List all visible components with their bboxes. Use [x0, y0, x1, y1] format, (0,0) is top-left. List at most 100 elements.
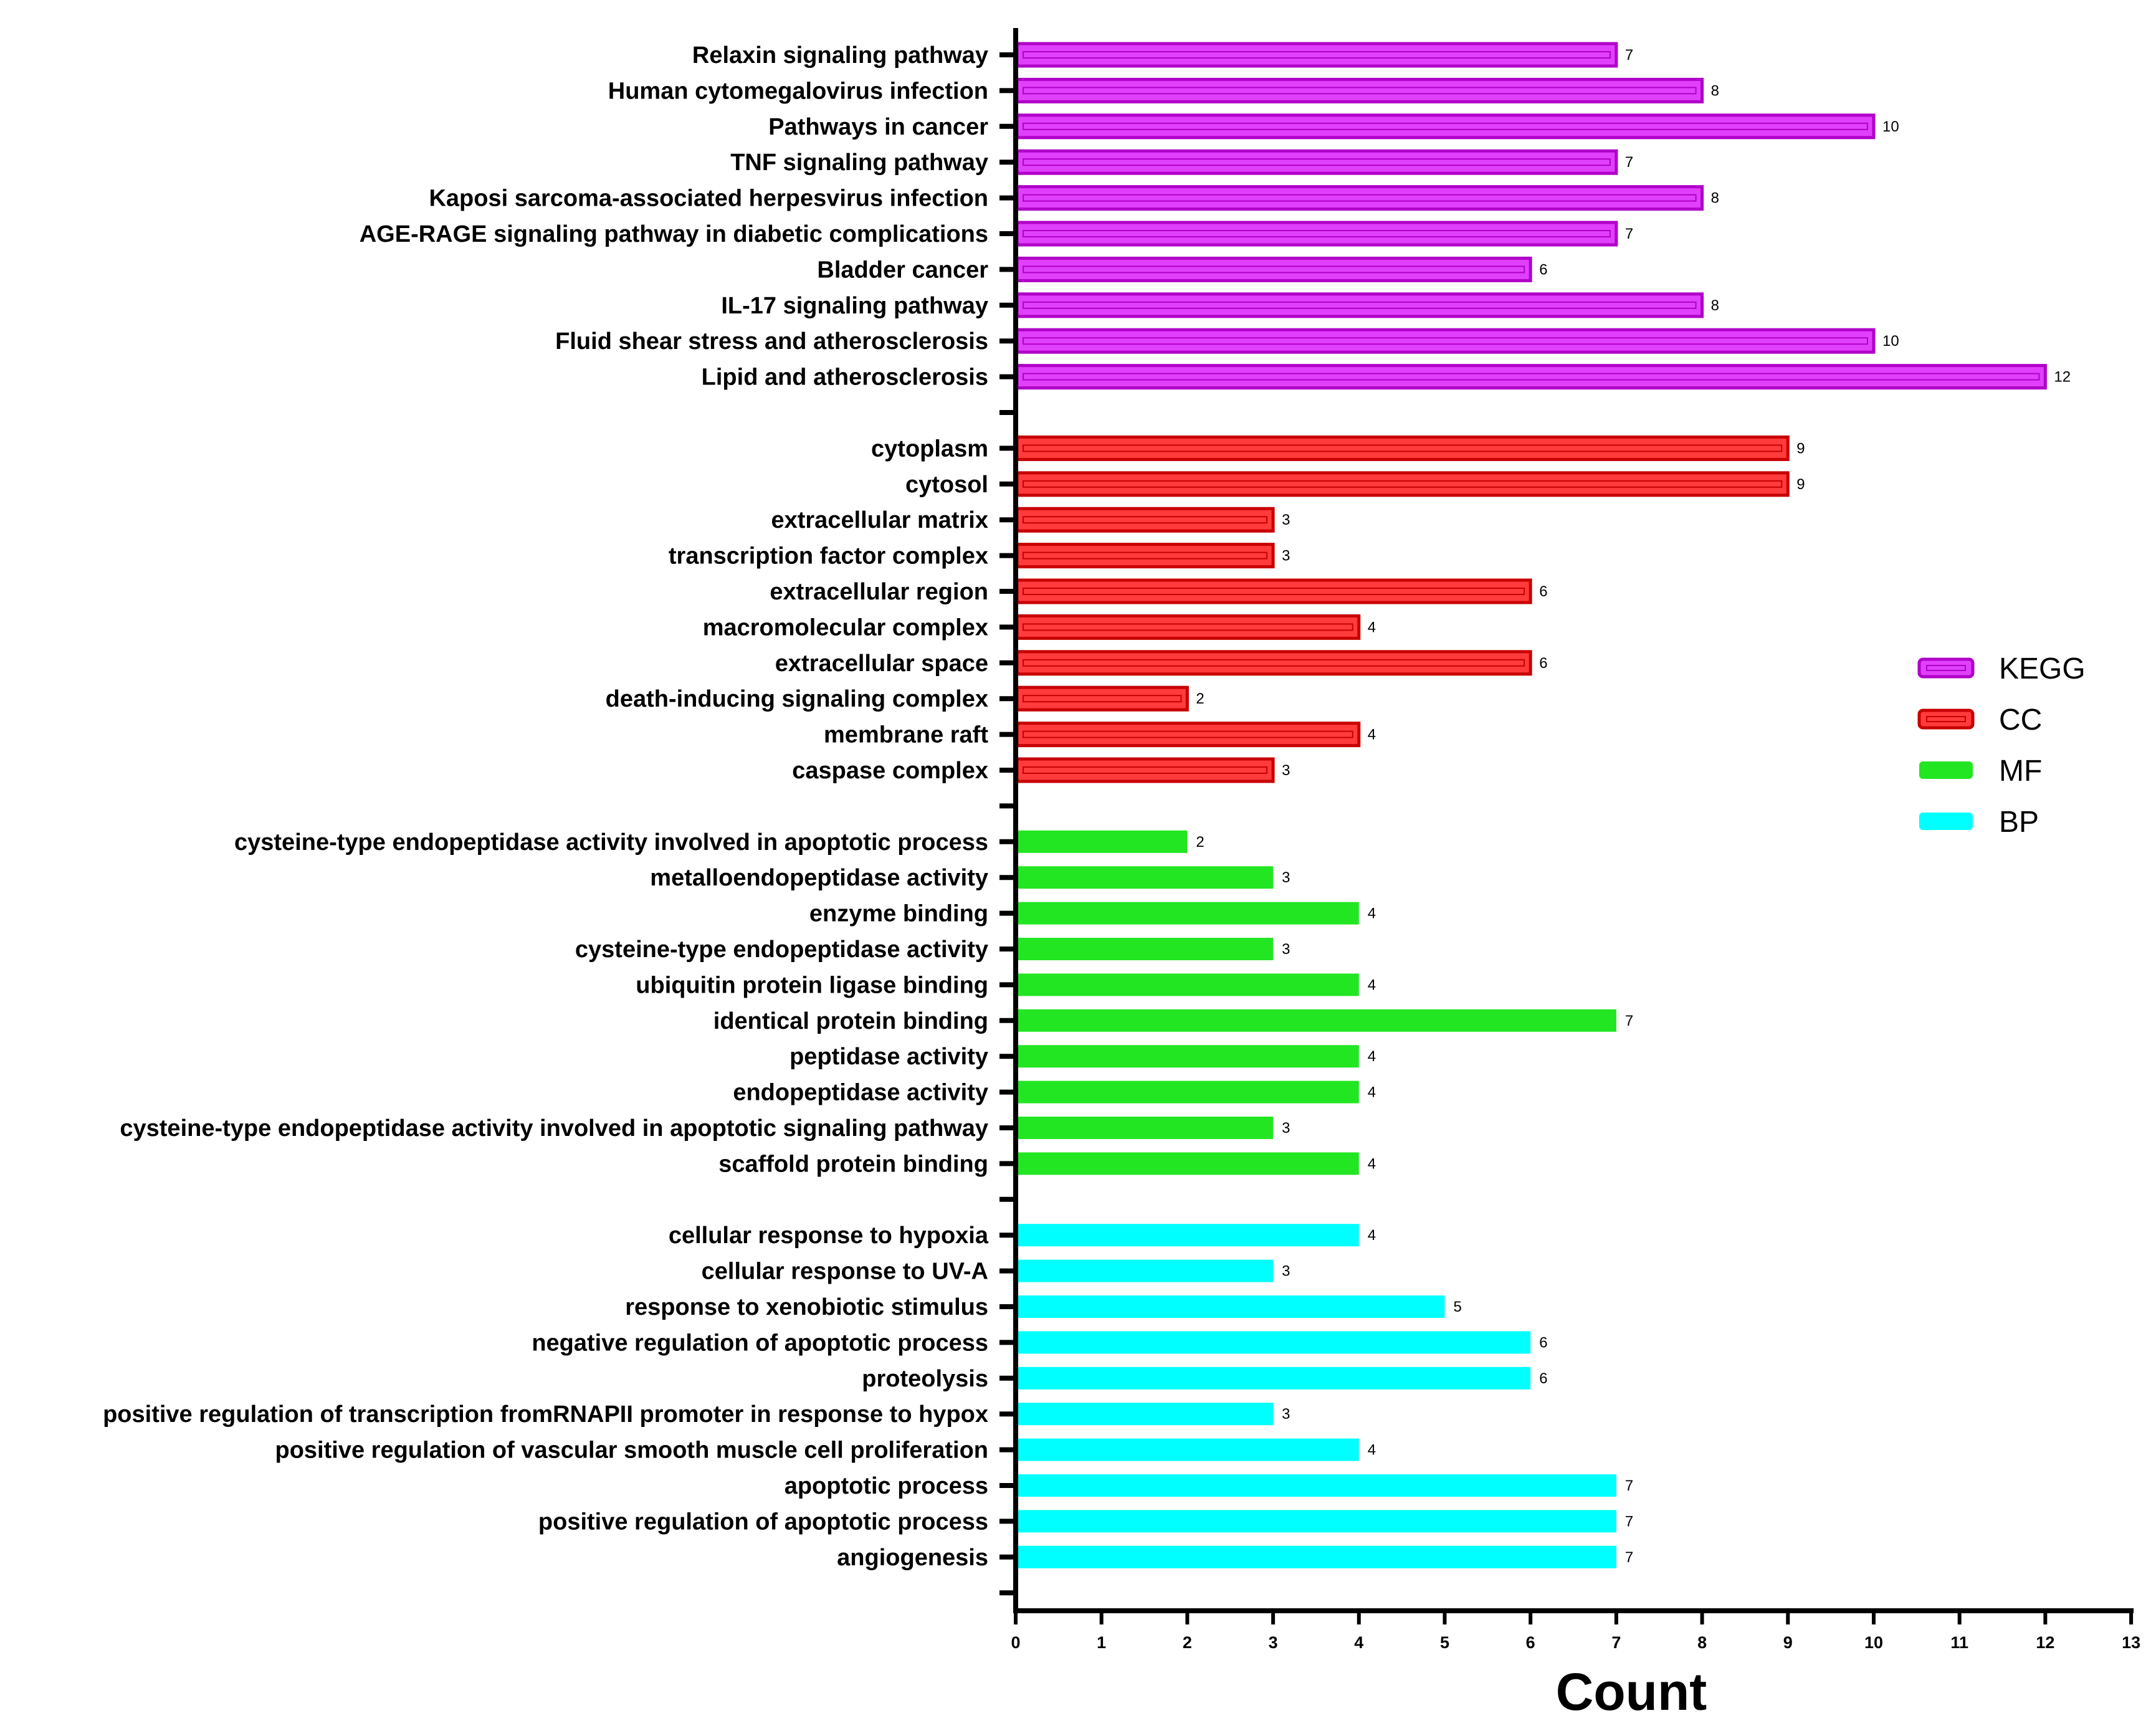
cc-bar [1015, 757, 1275, 783]
bar-value-label: 4 [1368, 727, 1376, 743]
category-label: response to xenobiotic stimulus [625, 1294, 988, 1320]
cc-bar [1015, 435, 1790, 461]
bar-value-label: 4 [1368, 1442, 1376, 1459]
x-tick-label: 9 [1783, 1633, 1793, 1652]
category-label: cysteine-type endopeptidase activity [575, 937, 988, 963]
kegg-bar-inner-stripe [1023, 265, 1525, 274]
x-tick-label: 13 [2122, 1633, 2140, 1652]
category-label: cellular response to hypoxia [669, 1223, 989, 1249]
cc-bar [1015, 722, 1361, 748]
category-label: metalloendopeptidase activity [650, 865, 988, 891]
category-label: cellular response to UV-A [702, 1259, 988, 1285]
x-tick-label: 3 [1269, 1633, 1278, 1652]
cc-bar [1015, 543, 1275, 569]
bar-value-label: 7 [1625, 1013, 1633, 1029]
kegg-bar-inner-stripe [1023, 87, 1697, 95]
category-label: Lipid and atherosclerosis [702, 365, 988, 391]
mf-bar [1017, 902, 1359, 925]
category-label: extracellular region [770, 579, 988, 605]
category-label: apoptotic process [785, 1473, 988, 1499]
bar-value-label: 6 [1539, 261, 1547, 278]
bar-value-label: 5 [1454, 1299, 1462, 1315]
category-label: cytoplasm [871, 436, 988, 462]
x-tick-label: 8 [1697, 1633, 1707, 1652]
cc-bar-inner-stripe [1023, 659, 1525, 667]
mf-legend-swatch [1919, 761, 1973, 779]
cc-bar-inner-stripe [1023, 730, 1353, 738]
bp-bar [1017, 1438, 1359, 1461]
kegg-bar [1015, 256, 1532, 282]
bp-bar [1017, 1259, 1274, 1282]
mf-bar [1017, 1045, 1359, 1068]
category-label: extracellular space [775, 651, 988, 677]
bar-value-label: 4 [1368, 976, 1376, 993]
bar-value-label: 7 [1625, 154, 1633, 171]
bar-value-label: 6 [1539, 655, 1547, 672]
bar-value-label: 3 [1282, 1120, 1290, 1137]
cc-bar [1015, 614, 1361, 640]
mf-bar [1017, 973, 1359, 996]
bar-value-label: 8 [1711, 190, 1719, 207]
cc-bar [1015, 471, 1790, 497]
bp-bar [1017, 1366, 1531, 1390]
category-label: cysteine-type endopeptidase activity inv… [120, 1115, 988, 1142]
bar-value-label: 6 [1539, 1334, 1547, 1351]
x-tick-label: 10 [1864, 1633, 1883, 1652]
bar-value-label: 4 [1368, 905, 1376, 922]
bar-value-label: 10 [1882, 333, 1899, 350]
kegg-bar [1015, 42, 1618, 68]
bar-value-label: 4 [1368, 619, 1376, 636]
bar-value-label: 4 [1368, 1155, 1376, 1172]
bar-value-label: 6 [1539, 583, 1547, 600]
x-tick-label: 0 [1011, 1633, 1020, 1652]
cc-bar [1015, 650, 1532, 676]
mf-bar [1017, 830, 1188, 853]
cc-bar-inner-stripe [1023, 516, 1268, 524]
cc-legend-label: CC [1999, 703, 2042, 737]
bar-value-label: 7 [1625, 1477, 1633, 1494]
bp-bar [1017, 1295, 1445, 1318]
bar-value-label: 2 [1196, 834, 1204, 851]
kegg-bar-inner-stripe [1023, 373, 2040, 381]
bar-value-label: 12 [2054, 369, 2071, 386]
x-tick-label: 7 [1611, 1633, 1621, 1652]
bar-value-label: 3 [1282, 1263, 1290, 1280]
kegg-legend-label: KEGG [1999, 652, 2086, 685]
kegg-bar [1015, 292, 1704, 318]
bars-layer: 7 8 10 7 8 7 6 8 10 12 9 9 3 3 6 4 6 2 4 3 2 3 4 3 4 7 4 4 3 4 4 3 5 6 6 3 4… [1015, 42, 2071, 1568]
bp-bar [1017, 1510, 1616, 1533]
cc-bar-inner-stripe [1023, 695, 1182, 703]
kegg-bar [1015, 149, 1618, 175]
kegg-bar [1015, 185, 1704, 211]
x-tick-label: 2 [1183, 1633, 1192, 1652]
kegg-legend-swatch [1917, 657, 1975, 679]
bar-value-label: 7 [1625, 226, 1633, 242]
mf-bar [1017, 1080, 1359, 1104]
bar-value-label: 3 [1282, 762, 1290, 779]
category-label: angiogenesis [837, 1545, 988, 1571]
category-label: TNF signaling pathway [730, 150, 988, 176]
x-tick-label: 11 [1950, 1633, 1968, 1652]
category-label: cytosol [905, 472, 988, 498]
category-label: Fluid shear stress and atherosclerosis [555, 328, 988, 355]
kegg-bar-inner-stripe [1023, 51, 1611, 59]
mf-bar [1017, 1009, 1616, 1032]
cc-bar-inner-stripe [1023, 766, 1268, 774]
bar-value-label: 7 [1625, 1549, 1633, 1566]
category-label: Human cytomegalovirus infection [608, 78, 988, 104]
bar-value-label: 4 [1368, 1048, 1376, 1065]
category-label: peptidase activity [789, 1044, 988, 1070]
category-label: transcription factor complex [669, 543, 988, 570]
cc-bar-inner-stripe [1023, 588, 1525, 595]
mf-bar [1017, 866, 1274, 889]
category-label: cysteine-type endopeptidase activity inv… [234, 829, 988, 856]
cc-legend-swatch [1917, 708, 1975, 730]
bar-value-label: 3 [1282, 1406, 1290, 1423]
kegg-bar-inner-stripe [1023, 301, 1697, 309]
axes-layer: 0 1 2 3 4 5 6 7 8 9 10 11 12 13 [999, 28, 2140, 1652]
cc-bar [1015, 578, 1532, 604]
bp-bar [1017, 1331, 1531, 1354]
kegg-legend-stripe [1926, 665, 1966, 671]
kegg-bar [1015, 77, 1704, 103]
